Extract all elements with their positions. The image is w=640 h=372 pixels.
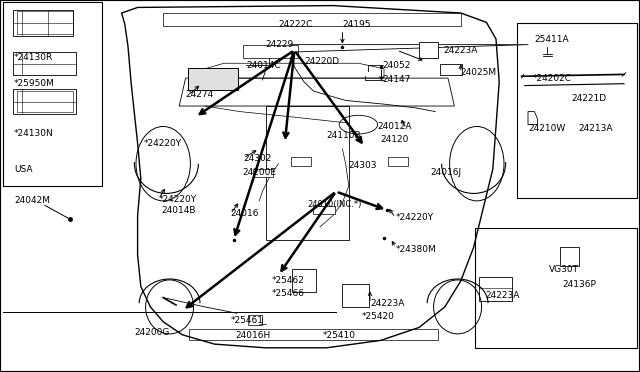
FancyBboxPatch shape bbox=[342, 284, 369, 307]
Text: 24223A: 24223A bbox=[444, 46, 478, 55]
Text: *25466: *25466 bbox=[272, 289, 305, 298]
Text: *25462: *25462 bbox=[272, 276, 305, 285]
Text: 24042M: 24042M bbox=[14, 196, 50, 205]
Text: 24014B: 24014B bbox=[161, 206, 196, 215]
Text: *24380M: *24380M bbox=[396, 245, 436, 254]
Text: 25411A: 25411A bbox=[534, 35, 569, 44]
Text: *25410: *25410 bbox=[323, 331, 356, 340]
Text: 24016J: 24016J bbox=[431, 169, 462, 177]
Text: USA: USA bbox=[14, 165, 33, 174]
Text: 24110B: 24110B bbox=[326, 131, 361, 140]
Text: 24136P: 24136P bbox=[562, 280, 596, 289]
Text: 24195: 24195 bbox=[342, 20, 371, 29]
Text: 24229: 24229 bbox=[266, 40, 294, 49]
Text: *24220Y: *24220Y bbox=[396, 213, 434, 222]
FancyBboxPatch shape bbox=[419, 42, 438, 58]
FancyBboxPatch shape bbox=[440, 64, 462, 75]
Text: *25950M: *25950M bbox=[14, 79, 55, 88]
FancyBboxPatch shape bbox=[13, 10, 73, 36]
Text: 24010(INC.*): 24010(INC.*) bbox=[307, 200, 362, 209]
Text: *24220Y: *24220Y bbox=[144, 139, 182, 148]
Text: 24302: 24302 bbox=[243, 154, 271, 163]
Text: *25420: *25420 bbox=[362, 312, 394, 321]
Text: 24274: 24274 bbox=[186, 90, 214, 99]
Text: *25461: *25461 bbox=[230, 316, 264, 325]
Text: 24223A: 24223A bbox=[370, 299, 404, 308]
FancyBboxPatch shape bbox=[253, 169, 273, 177]
Bar bbox=[3, 2, 102, 186]
FancyBboxPatch shape bbox=[388, 157, 408, 166]
Text: VG30T: VG30T bbox=[549, 265, 579, 274]
Text: 24120: 24120 bbox=[381, 135, 409, 144]
FancyBboxPatch shape bbox=[248, 315, 262, 325]
Text: *24220Y: *24220Y bbox=[159, 195, 197, 203]
Text: 24012A: 24012A bbox=[377, 122, 412, 131]
Text: 24222C: 24222C bbox=[278, 20, 313, 29]
Text: 24220D: 24220D bbox=[304, 57, 339, 66]
Bar bbox=[475, 228, 637, 348]
Text: 24223A: 24223A bbox=[485, 291, 520, 300]
FancyBboxPatch shape bbox=[291, 157, 311, 166]
Text: 24221D: 24221D bbox=[572, 94, 607, 103]
FancyBboxPatch shape bbox=[292, 269, 316, 292]
Text: 24016: 24016 bbox=[230, 209, 259, 218]
FancyBboxPatch shape bbox=[13, 89, 76, 114]
FancyBboxPatch shape bbox=[313, 206, 335, 214]
Text: 24200G: 24200G bbox=[134, 328, 170, 337]
Text: 24303: 24303 bbox=[349, 161, 378, 170]
Text: 24213A: 24213A bbox=[578, 124, 612, 133]
Text: *24130R: *24130R bbox=[14, 53, 53, 62]
FancyBboxPatch shape bbox=[188, 68, 238, 90]
Text: 24016H: 24016H bbox=[235, 331, 270, 340]
Bar bbox=[517, 23, 637, 198]
Text: *24130N: *24130N bbox=[14, 129, 54, 138]
FancyBboxPatch shape bbox=[13, 52, 76, 75]
Text: 24014C: 24014C bbox=[246, 61, 281, 70]
Text: 24052: 24052 bbox=[383, 61, 411, 70]
Text: 24210W: 24210W bbox=[528, 124, 565, 133]
Text: 24025M: 24025M bbox=[461, 68, 497, 77]
Text: *24202C: *24202C bbox=[532, 74, 572, 83]
Text: 24200E: 24200E bbox=[242, 169, 276, 177]
Text: 24147: 24147 bbox=[383, 76, 411, 84]
